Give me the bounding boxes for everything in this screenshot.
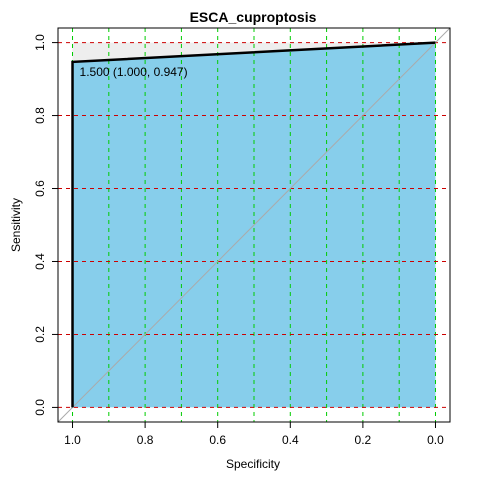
x-tick-label: 1.0 <box>64 433 81 447</box>
x-tick-label: 0.6 <box>209 433 226 447</box>
y-tick-label: 0.0 <box>33 399 47 416</box>
roc-curve <box>71 41 436 408</box>
x-tick-label: 0.8 <box>137 433 154 447</box>
x-tick-label: 0.4 <box>282 433 299 447</box>
y-tick-label: 1.0 <box>33 34 47 51</box>
y-tick-label: 0.2 <box>33 326 47 343</box>
x-tick-label: 0.0 <box>427 433 444 447</box>
y-tick-label: 0.4 <box>33 253 47 270</box>
y-tick-label: 0.6 <box>33 180 47 197</box>
y-axis-label: Sensitivity <box>9 198 23 252</box>
x-tick-label: 0.2 <box>355 433 372 447</box>
diagonal <box>57 27 451 423</box>
plot-frame <box>57 27 451 423</box>
x-axis-label: Specificity <box>226 457 280 471</box>
chart-title: ESCA_cuproptosis <box>190 9 317 25</box>
annotation: 1.500 (1.000, 0.947) <box>80 65 188 79</box>
y-tick-label: 0.8 <box>33 107 47 124</box>
